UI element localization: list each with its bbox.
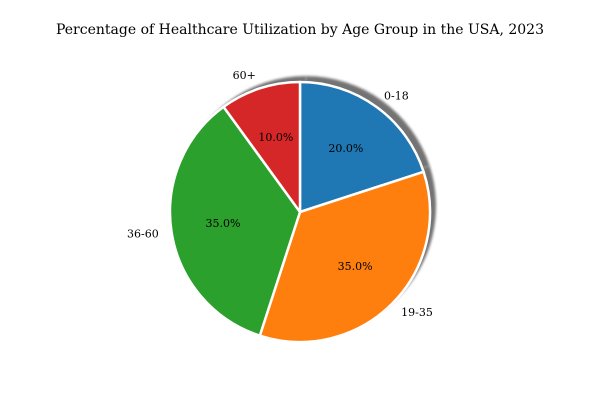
pie-slice-19-35 [258, 170, 432, 344]
pie-value-label-60: 10.0% [258, 131, 293, 144]
pie-slice-60 [222, 80, 302, 214]
chart-title: Percentage of Healthcare Utilization by … [55, 22, 544, 38]
pie-label-0-18: 0-18 [384, 89, 409, 102]
pie-value-label-0-18: 20.0% [328, 142, 363, 155]
pie-label-19-35: 19-35 [401, 306, 433, 319]
pie-label-60: 60+ [233, 69, 256, 82]
pie-slice-0-18 [298, 80, 425, 214]
pie-labels: 0-18 20.0% 19-35 35.0% 36-60 35.0% 60+ 10.0% [127, 69, 433, 319]
pie-wedges [168, 80, 432, 344]
pie-label-36-60: 36-60 [127, 227, 159, 240]
pie-value-label-36-60: 35.0% [205, 217, 240, 230]
pie-value-label-19-35: 35.0% [338, 260, 373, 273]
pie-slice-36-60 [168, 105, 302, 337]
